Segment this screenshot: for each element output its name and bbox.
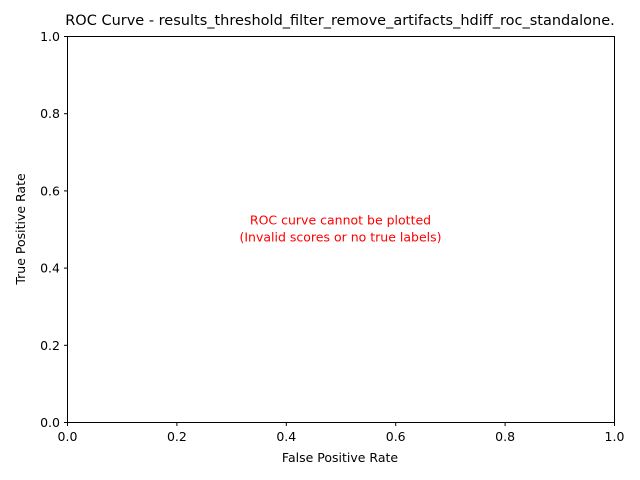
y-tick-label: 0.4 bbox=[40, 261, 60, 276]
annotation-line: ROC curve cannot be plotted bbox=[250, 213, 431, 228]
x-axis-ticks: 0.0 0.2 0.4 0.6 0.8 1.0 bbox=[58, 422, 625, 444]
x-tick-label: 0.8 bbox=[495, 429, 515, 444]
y-tick-label: 0.8 bbox=[40, 106, 60, 121]
x-tick-label: 0.6 bbox=[386, 429, 406, 444]
x-tick-label: 1.0 bbox=[605, 429, 625, 444]
plot-area bbox=[67, 36, 615, 423]
y-axis-label: True Positive Rate bbox=[13, 173, 28, 286]
error-annotation: ROC curve cannot be plotted (Invalid scor… bbox=[239, 213, 441, 245]
x-axis-label: False Positive Rate bbox=[282, 450, 398, 465]
annotation-line: (Invalid scores or no true labels) bbox=[239, 230, 441, 245]
y-axis-ticks: 0.0 0.2 0.4 0.6 0.8 1.0 bbox=[40, 29, 68, 430]
chart-title: ROC Curve - results_threshold_filter_rem… bbox=[65, 13, 615, 29]
y-tick-label: 1.0 bbox=[40, 29, 60, 44]
x-tick-label: 0.0 bbox=[58, 429, 78, 444]
x-tick-label: 0.4 bbox=[276, 429, 296, 444]
x-tick-label: 0.2 bbox=[167, 429, 187, 444]
y-tick-label: 0.2 bbox=[40, 338, 60, 353]
plot-frame bbox=[67, 36, 615, 423]
y-tick-label: 0.0 bbox=[40, 415, 60, 430]
y-tick-label: 0.6 bbox=[40, 183, 60, 198]
